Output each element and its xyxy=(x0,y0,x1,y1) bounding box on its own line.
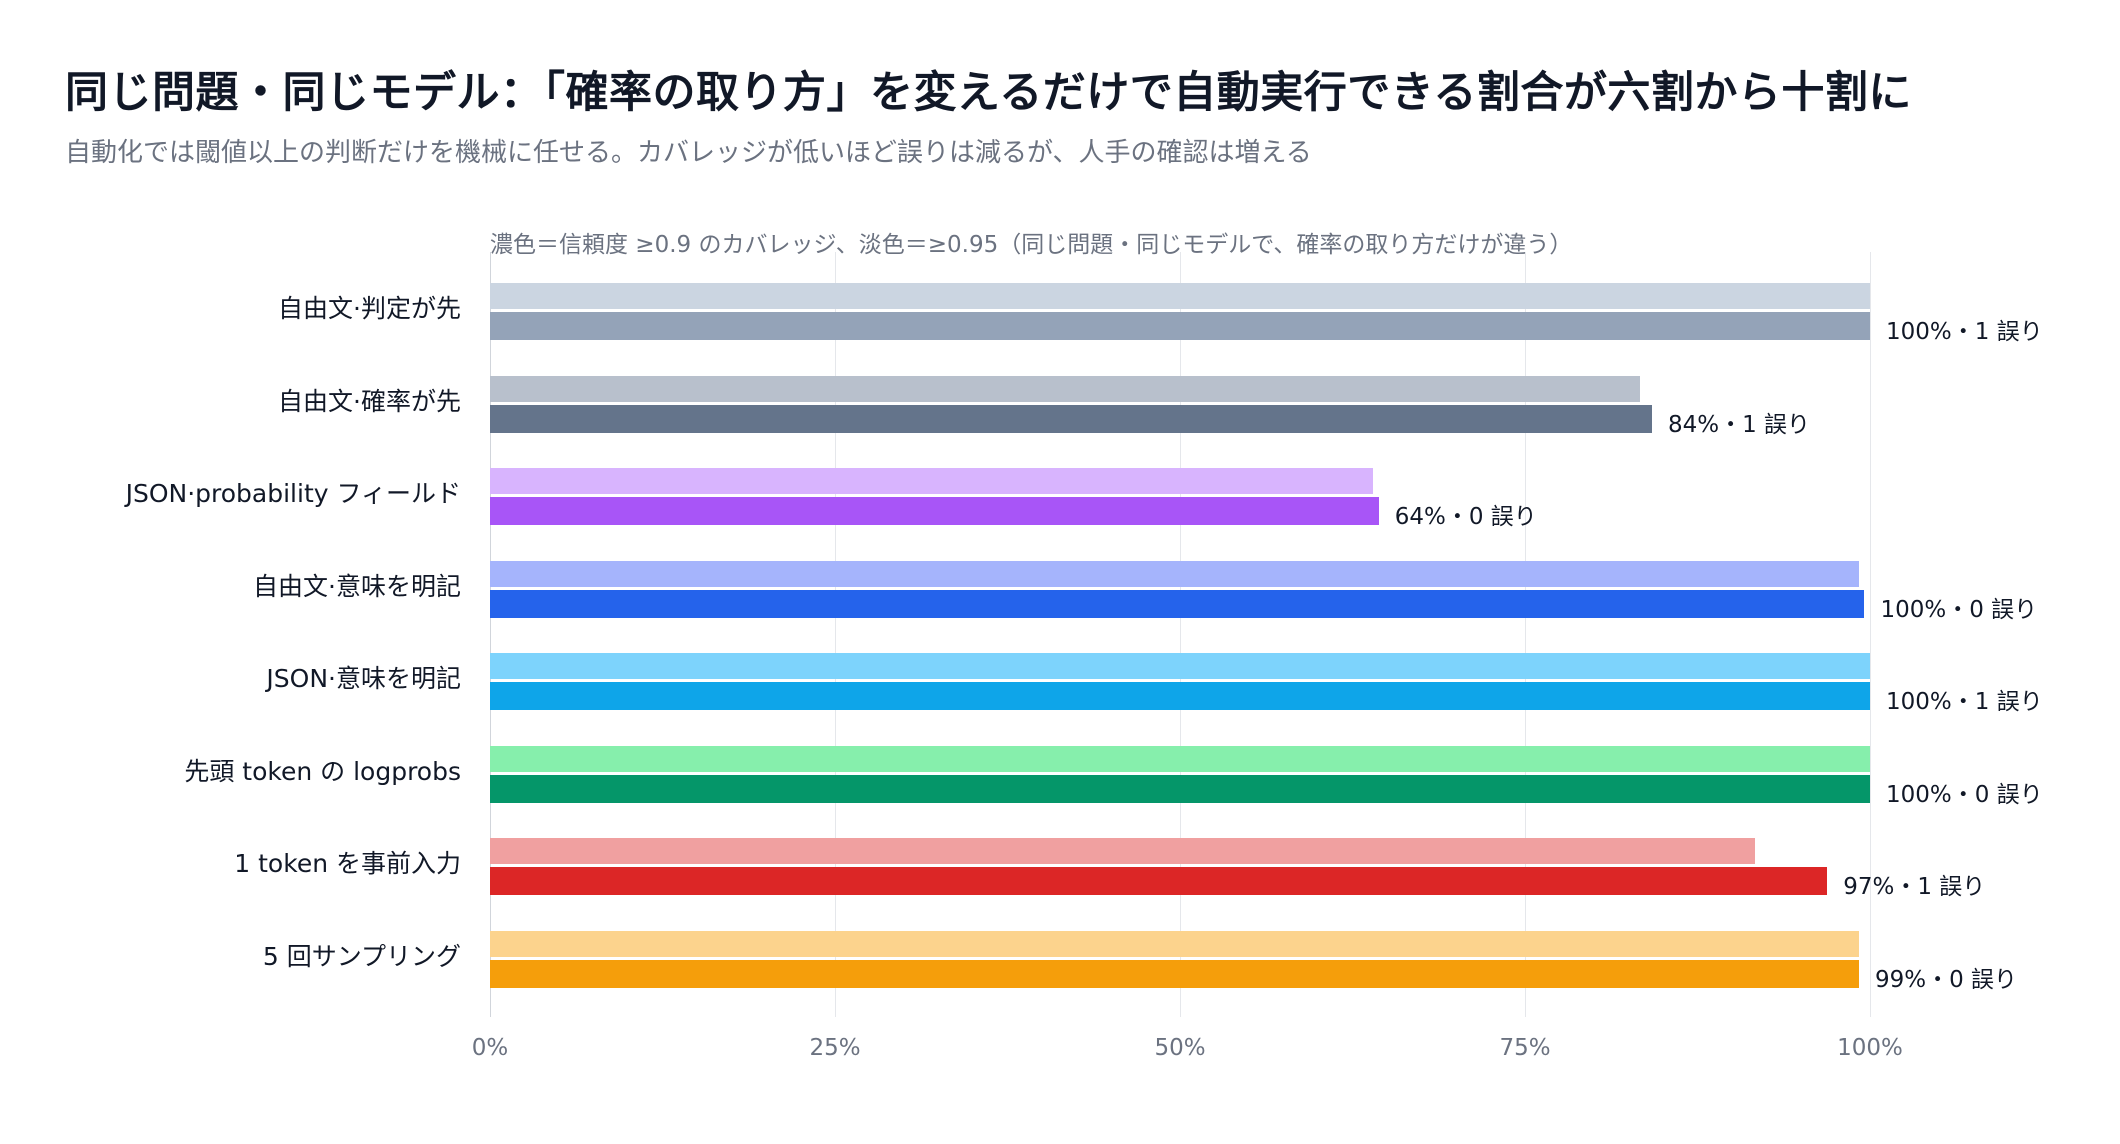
x-tick-label: 25% xyxy=(809,1035,861,1061)
bar-light xyxy=(490,745,1870,772)
data-label: 100%・1 誤り xyxy=(1886,319,2043,345)
data-label: 64%・0 誤り xyxy=(1394,504,1537,530)
x-tick-label: 50% xyxy=(1154,1035,1206,1061)
bar-dark xyxy=(490,867,1828,895)
bar-light xyxy=(490,930,1859,957)
category-label: 自由文·確率が先 xyxy=(278,386,461,416)
bar-dark xyxy=(490,404,1652,433)
gridline xyxy=(1525,252,1526,1017)
bar-light xyxy=(490,468,1374,494)
data-label: 97%・1 誤り xyxy=(1843,874,1986,900)
data-label: 99%・0 誤り xyxy=(1874,966,2018,993)
data-label: 100%・0 誤り xyxy=(1886,781,2043,808)
x-tick-label: 100% xyxy=(1837,1035,1903,1061)
bar-light xyxy=(490,283,1870,309)
bar-light xyxy=(490,653,1870,679)
x-tick-label: 0% xyxy=(471,1035,509,1061)
chart-note: 濃色＝信頼度 ≥0.9 のカバレッジ、淡色＝≥0.95（同じ問題・同じモデルで、… xyxy=(490,232,1573,258)
bar-light xyxy=(490,375,1640,402)
bar-dark xyxy=(490,312,1870,340)
category-label: 5 回サンプリング xyxy=(262,941,461,971)
category-label: 自由文·判定が先 xyxy=(278,294,461,323)
bar-dark xyxy=(490,589,1865,618)
category-label: 1 token を事前入力 xyxy=(234,849,461,878)
data-label: 84%・1 誤り xyxy=(1667,411,1811,438)
gridline xyxy=(1870,252,1871,1017)
chart-title: 同じ問題・同じモデル：「確率の取り方」を変えるだけで自動実行できる割合が六割から… xyxy=(65,68,1912,118)
bar-dark xyxy=(490,497,1379,525)
bar-dark xyxy=(490,774,1870,803)
chart-subtitle: 自動化では閾値以上の判断だけを機械に任せる。カバレッジが低いほど誤りは減るが、人… xyxy=(65,138,1312,168)
gridline xyxy=(1180,252,1181,1017)
category-label: 先頭 token の logprobs xyxy=(184,756,461,786)
x-tick-label: 75% xyxy=(1499,1035,1551,1061)
gridline xyxy=(835,252,836,1017)
category-label: JSON·意味を明記 xyxy=(266,664,461,693)
category-label: JSON·probability フィールド xyxy=(125,479,461,508)
y-axis-line xyxy=(490,252,491,1017)
bar-dark xyxy=(490,959,1859,988)
bar-light xyxy=(490,838,1756,864)
category-label: 自由文·意味を明記 xyxy=(253,571,461,601)
data-label: 100%・0 誤り xyxy=(1880,596,2038,623)
bar-dark xyxy=(490,682,1870,710)
bar-light xyxy=(490,560,1859,587)
data-label: 100%・1 誤り xyxy=(1886,689,2043,715)
